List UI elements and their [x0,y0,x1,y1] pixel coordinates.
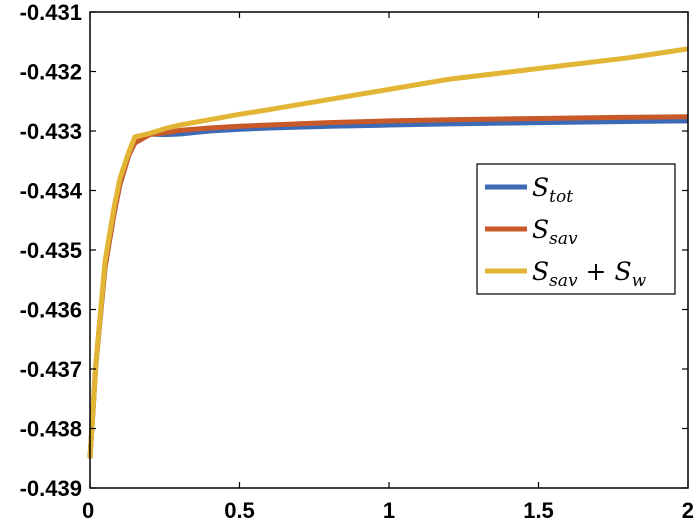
legend-label-1: Ssav [532,215,578,249]
x-tick-label: 2 [682,498,694,523]
y-tick-label: -0.431 [20,0,82,25]
legend-label-0: Stot [532,173,573,207]
x-tick-label: 1 [383,498,395,523]
y-tick-label: -0.436 [20,298,82,323]
series-line-2 [87,46,689,459]
tick-layer: 0 0.5 1 1.5 2 -0.431 -0.432 -0.433 -0.434 -0.435 -… [20,0,694,523]
x-tick-label: 0 [82,498,94,523]
y-tick-label: -0.439 [20,476,82,501]
series-layer [87,46,689,459]
y-tick-label: -0.435 [20,238,82,263]
legend: Stot Ssav Ssav + Sw [476,163,676,295]
x-tick-label: 0.5 [224,498,255,523]
y-tick-label: -0.433 [20,119,82,144]
y-tick-label: -0.438 [20,417,82,442]
y-tick-label: -0.437 [20,357,82,382]
y-tick-label: -0.434 [20,179,83,204]
x-tick-label: 1.5 [523,498,554,523]
y-tick-label: -0.432 [20,60,82,85]
legend-label-2: Ssav + Sw [532,257,647,291]
